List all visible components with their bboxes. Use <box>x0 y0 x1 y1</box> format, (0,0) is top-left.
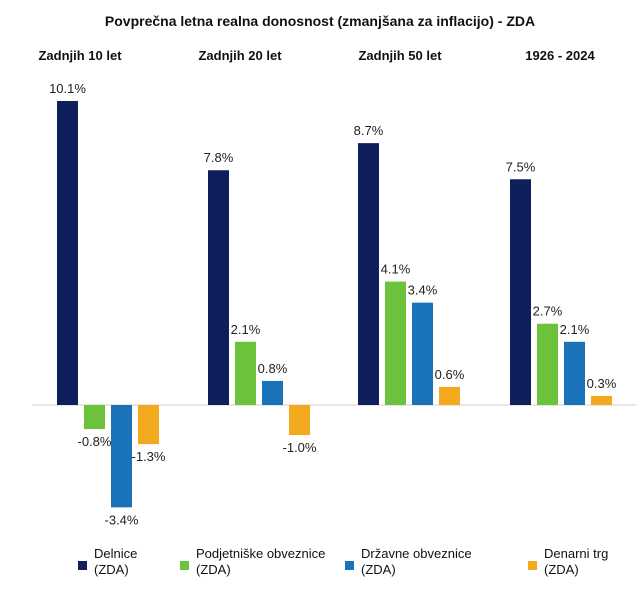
group-label-2: Zadnjih 50 let <box>358 48 442 63</box>
legend-label-denarni-trg-0: Denarni trg <box>544 546 608 561</box>
chart-title: Povprečna letna realna donosnost (zmanjš… <box>105 13 535 29</box>
value-label-denarni-trg-3: 0.3% <box>587 376 617 391</box>
group-label-3: 1926 - 2024 <box>525 48 595 63</box>
value-label-delnice-3: 7.5% <box>506 159 536 174</box>
value-label-delnice-2: 8.7% <box>354 123 384 138</box>
bar-dr-avne-obveznice-2 <box>412 302 433 405</box>
bar-delnice-3 <box>510 179 531 405</box>
legend-label-podjetni-ke-obveznice-1: (ZDA) <box>196 562 231 577</box>
value-label-denarni-trg-1: -1.0% <box>283 440 317 455</box>
bar-denarni-trg-3 <box>591 395 612 405</box>
bar-dr-avne-obveznice-0 <box>111 405 132 508</box>
value-label-dr-avne-obveznice-3: 2.1% <box>560 322 590 337</box>
bar-denarni-trg-0 <box>138 405 159 445</box>
value-label-podjetni-ke-obveznice-1: 2.1% <box>231 322 261 337</box>
bar-denarni-trg-2 <box>439 386 460 405</box>
bars <box>57 100 612 508</box>
value-label-delnice-1: 7.8% <box>204 150 234 165</box>
legend-label-delnice-0: Delnice <box>94 546 137 561</box>
bar-podjetni-ke-obveznice-0 <box>84 405 105 430</box>
bar-dr-avne-obveznice-3 <box>564 341 585 405</box>
bar-delnice-2 <box>358 143 379 405</box>
legend-label-dr-avne-obveznice-1: (ZDA) <box>361 562 396 577</box>
value-label-delnice-0: 10.1% <box>49 81 86 96</box>
legend: Delnice(ZDA)Podjetniške obveznice(ZDA)Dr… <box>78 546 608 577</box>
legend-label-dr-avne-obveznice-0: Državne obveznice <box>361 546 472 561</box>
value-label-podjetni-ke-obveznice-0: -0.8% <box>78 434 112 449</box>
legend-swatch-delnice <box>78 561 87 570</box>
value-label-podjetni-ke-obveznice-2: 4.1% <box>381 262 411 277</box>
legend-label-delnice-1: (ZDA) <box>94 562 129 577</box>
bar-podjetni-ke-obveznice-3 <box>537 323 558 405</box>
bar-delnice-1 <box>208 170 229 405</box>
value-labels: 10.1% 7.8% 8.7% 7.5% -0.8% 2.1% 4.1% 2.7% -3.4% 0… <box>49 81 617 527</box>
legend-label-podjetni-ke-obveznice-0: Podjetniške obveznice <box>196 546 325 561</box>
value-label-dr-avne-obveznice-1: 0.8% <box>258 361 288 376</box>
bar-dr-avne-obveznice-1 <box>262 380 283 405</box>
value-label-podjetni-ke-obveznice-3: 2.7% <box>533 304 563 319</box>
value-label-denarni-trg-2: 0.6% <box>435 367 465 382</box>
group-label-1: Zadnjih 20 let <box>198 48 282 63</box>
value-label-dr-avne-obveznice-2: 3.4% <box>408 283 438 298</box>
group-labels: Zadnjih 10 let Zadnjih 20 let Zadnjih 50 l… <box>38 48 595 63</box>
legend-swatch-podjetni-ke-obveznice <box>180 561 189 570</box>
legend-swatch-denarni-trg <box>528 561 537 570</box>
value-label-denarni-trg-0: -1.3% <box>132 449 166 464</box>
bar-podjetni-ke-obveznice-2 <box>385 281 406 405</box>
value-label-dr-avne-obveznice-0: -3.4% <box>105 512 139 527</box>
bar-denarni-trg-1 <box>289 405 310 436</box>
group-label-0: Zadnjih 10 let <box>38 48 122 63</box>
legend-label-denarni-trg-1: (ZDA) <box>544 562 579 577</box>
bar-podjetni-ke-obveznice-1 <box>235 341 256 405</box>
bar-delnice-0 <box>57 100 78 406</box>
legend-swatch-dr-avne-obveznice <box>345 561 354 570</box>
